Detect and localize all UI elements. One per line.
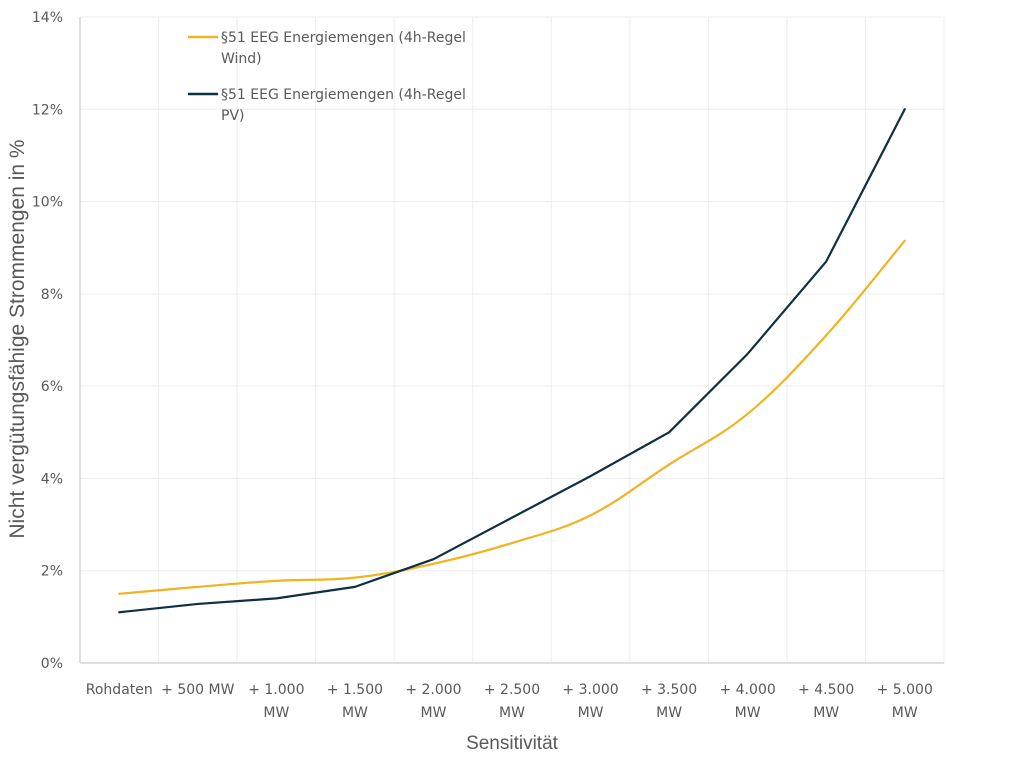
x-tick-label: + 1.500 MW (327, 682, 383, 721)
x-axis-title: Sensitivität (466, 733, 559, 754)
x-tick-label: + 4.000 MW (720, 682, 776, 721)
y-axis-ticks: 0% 2% 4% 6% 8% 10% 12% 14% (32, 10, 63, 672)
y-tick-label: 4% (41, 471, 63, 487)
grid (80, 16, 945, 663)
y-tick-label: 0% (41, 656, 63, 672)
legend-label: §51 EEG Energiemengen (4h-Regel PV) (221, 87, 466, 124)
x-axis-ticks: Rohdaten + 500 MW + 1.000 MW + 1.500 MW + 2.00… (86, 682, 933, 721)
x-tick-label: + 500 MW (161, 682, 234, 698)
x-tick-label: + 3.500 MW (641, 682, 697, 721)
x-tick-label: + 1.000 MW (248, 682, 304, 721)
y-tick-label: 6% (41, 379, 63, 395)
y-tick-label: 14% (32, 10, 63, 26)
series-lines (118, 108, 906, 614)
axes (79, 17, 944, 664)
x-tick-label: + 3.000 MW (562, 682, 618, 721)
y-tick-label: 12% (32, 102, 63, 118)
legend-label: §51 EEG Energiemengen (4h-Regel Wind) (221, 30, 466, 67)
x-tick-label: + 2.500 MW (484, 682, 540, 721)
legend: §51 EEG Energiemengen (4h-Regel Wind) §51 … (188, 30, 466, 124)
series-line-pv (118, 108, 906, 614)
x-tick-label: + 2.000 MW (405, 682, 461, 721)
x-tick-label: Rohdaten (86, 682, 153, 698)
x-tick-label: + 5.000 MW (877, 682, 933, 721)
y-tick-label: 10% (32, 195, 63, 211)
x-tick-label: + 4.500 MW (798, 682, 854, 721)
y-tick-label: 8% (41, 287, 63, 303)
y-axis-title: Nicht vergütungsfähige Strommengen in % (6, 139, 29, 538)
series-line-wind (118, 239, 906, 595)
y-tick-label: 2% (41, 564, 63, 580)
